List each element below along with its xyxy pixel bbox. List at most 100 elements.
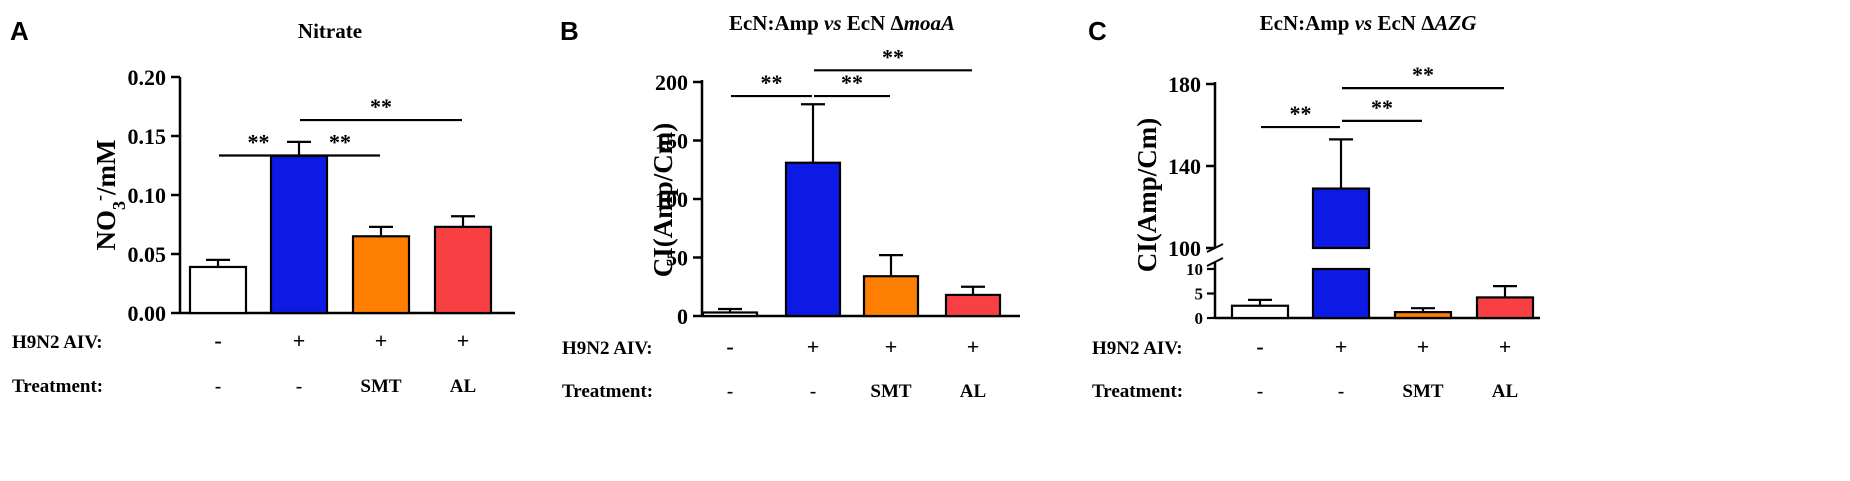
panel-c-virus-cond: + [1417,334,1430,359]
panel-c-treatment-row-label: Treatment: [1092,381,1183,402]
ylabel-a-sub: 3 [109,201,129,210]
y-tick-label: 0.20 [128,65,167,90]
bar [433,225,493,315]
y-tick-label: 0.15 [128,124,167,149]
bar [944,293,1002,318]
panel-a-treatment-row-label: Treatment: [12,376,103,397]
bar [1475,296,1535,320]
title-c-part-d: AZG [1432,11,1476,35]
panel-b-treatment-cond: AL [960,381,986,402]
title-c-part-c: EcN Δ [1372,11,1434,35]
panel-a-virus-cond: + [457,328,470,353]
ylabel-a-rest: /mM [91,140,121,196]
panel-c-treatment-cond: AL [1492,381,1518,402]
title-b-part-d: moaA [904,11,955,35]
ylabel-a-sup: - [89,195,109,201]
panel-b-bars [701,103,1002,318]
y-tick-label: 100 [655,187,688,212]
panel-c-virus-cond: - [1256,334,1263,359]
significance-label: ** [761,70,783,95]
panel-b-treatment-cond: - [727,381,733,402]
significance-label: ** [841,70,863,95]
significance-label: ** [370,94,392,119]
y-tick-label: 180 [1168,72,1201,97]
title-c-part-b: vs [1355,11,1373,35]
panel-c-treatment-cond: - [1338,381,1344,402]
panel-c: C EcN:Amp vs EcN ΔAZG CI(Amp/Cm) 0 5 10100… [1088,11,1540,402]
panel-b-significance: ** ** ** [731,44,972,98]
panel-b-virus-cond: + [807,334,820,359]
panel-b-treatment-cond: - [810,381,816,402]
panel-a-virus-cond: + [375,328,388,353]
panel-letter-b: B [560,16,579,46]
significance-label: ** [1371,95,1393,120]
panel-c-treatment-cond: - [1257,381,1263,402]
panel-letter-a: A [10,16,29,46]
significance-label: ** [248,129,270,154]
panel-a-treatment-cond: AL [450,376,476,397]
panel-c-virus-cond: + [1499,334,1512,359]
title-c-part-a: EcN:Amp [1260,11,1355,35]
bar-upper-segment [1311,187,1371,250]
y-tick-label: 0 [1195,309,1204,328]
bar [269,154,329,315]
panel-a-treatment-cond: SMT [360,376,402,397]
ylabel-a-base: NO [91,210,121,251]
panel-b-virus-row-label: H9N2 AIV: [562,338,653,359]
y-tick-label: 0.10 [128,183,167,208]
panel-b-virus-cond: - [726,334,733,359]
title-b-part-c: EcN Δ [842,11,904,35]
y-tick-label: 5 [1195,285,1204,304]
bar [188,265,248,315]
y-tick-label: 0.05 [128,242,167,267]
panel-a-significance: ** ** ** [219,94,462,157]
panel-c-axis-break-mark [1206,257,1224,267]
y-tick-label: 10 [1186,260,1203,279]
panel-b-title: EcN:Amp vs EcN ΔmoaA [729,11,955,35]
panel-b-virus-cond: + [967,334,980,359]
panel-b-y-axis-label: CI(Amp/Cm) [648,123,678,278]
panel-a: A Nitrate NO3-/mM 0.000.050.100.150.20 *… [10,16,515,397]
title-b-part-a: EcN:Amp [729,11,824,35]
panel-c-y-axis-label: CI(Amp/Cm) [1132,118,1162,273]
panel-c-virus-row-label: H9N2 AIV: [1092,338,1183,359]
panel-a-ticks: 0.00 0.05 0.10 0.15 0.20 [128,65,180,326]
bar [1230,304,1290,320]
y-tick-label: 150 [655,129,688,154]
bar [351,235,411,315]
y-tick-label: 100 [1168,236,1201,261]
panel-b-treatment-row-label: Treatment: [562,381,653,402]
y-tick-label: 50 [666,246,688,271]
y-tick-label: 140 [1168,154,1201,179]
panel-c-bars [1230,138,1535,320]
panel-a-title: Nitrate [298,19,362,43]
significance-label: ** [1290,101,1312,126]
panel-a-treatment-cond: - [215,376,221,397]
significance-label: ** [1412,62,1434,87]
bar [701,311,759,318]
panel-a-bars [188,140,493,315]
panel-a-treatment-cond: - [296,376,302,397]
panel-b-virus-cond: + [885,334,898,359]
significance-label: ** [882,44,904,69]
title-b-part-b: vs [824,11,842,35]
significance-label: ** [329,129,351,154]
y-tick-label: 0 [677,304,688,329]
panel-b-ticks: 0 50 100 150 200 [655,70,702,329]
bar [862,275,920,318]
y-tick-label: 0.00 [128,301,167,326]
bar [1393,311,1453,320]
panel-a-virus-cond: + [293,328,306,353]
panel-c-treatment-cond: SMT [1402,381,1444,402]
panel-c-virus-cond: + [1335,334,1348,359]
panel-a-virus-cond: - [214,328,221,353]
panel-c-significance: ** ** ** [1261,62,1504,129]
panel-letter-c: C [1088,16,1107,46]
y-tick-label: 200 [655,70,688,95]
panel-b: B EcN:Amp vs EcN ΔmoaA CI(Amp/Cm) 0 50 100… [560,11,1020,402]
panel-b-treatment-cond: SMT [870,381,912,402]
panel-c-title: EcN:Amp vs EcN ΔAZG [1260,11,1477,35]
bar [784,161,842,318]
